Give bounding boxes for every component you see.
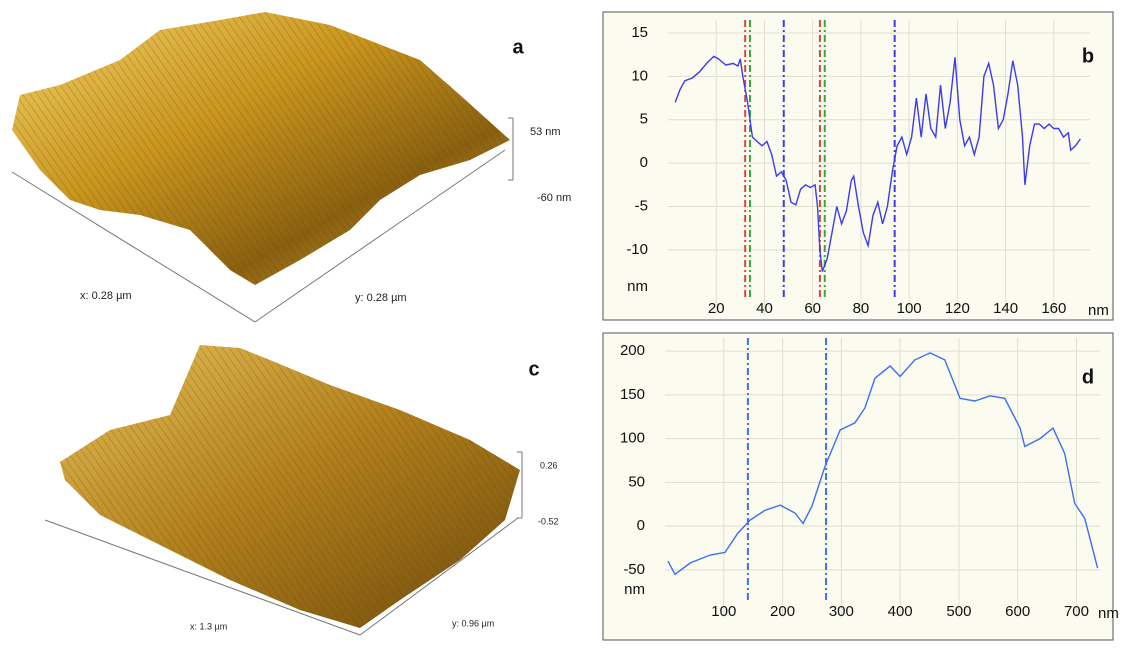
y-axis-label: nm (624, 581, 645, 598)
y-tick-label: 50 (628, 473, 645, 490)
y-tick-label: 100 (620, 430, 645, 447)
y-tick-label: -5 (635, 198, 648, 215)
panel-label: d (1082, 366, 1094, 388)
x-tick-label: 60 (804, 300, 821, 317)
y-tick-label: -10 (626, 241, 648, 258)
y-tick-label: 0 (640, 154, 648, 171)
panel-a-image (12, 12, 513, 322)
panel-label: b (1082, 45, 1094, 67)
surface-texture (60, 345, 520, 628)
y-tick-label: -50 (623, 561, 645, 578)
x-tick-label: 100 (711, 603, 736, 620)
y-tick-label: 5 (640, 111, 648, 128)
chart-frame (603, 12, 1113, 320)
x-tick-label: 100 (897, 300, 922, 317)
panel-label: c (528, 358, 539, 380)
x-tick-label: 140 (993, 300, 1018, 317)
x-tick-label: 20 (708, 300, 725, 317)
x-axis-label: nm (1098, 605, 1119, 622)
z-min-label: -0.52 (538, 516, 559, 526)
x-tick-label: 500 (946, 603, 971, 620)
x-size-label: x: 0.28 µm (80, 290, 132, 302)
x-tick-label: 700 (1064, 603, 1089, 620)
x-tick-label: 400 (888, 603, 913, 620)
z-min-label: -60 nm (537, 192, 571, 204)
z-max-label: 53 nm (530, 126, 561, 138)
x-size-label: x: 1.3 µm (190, 621, 227, 631)
y-tick-label: 150 (620, 386, 645, 403)
x-tick-label: 40 (756, 300, 773, 317)
x-tick-label: 300 (829, 603, 854, 620)
y-axis-label: nm (627, 278, 648, 295)
y-tick-label: 15 (631, 24, 648, 41)
panel-c-image (45, 345, 522, 635)
figure: a x: 0.28 µm y: 0.28 µm 53 nm -60 nm c x… (0, 0, 1124, 647)
surface-texture (12, 12, 510, 285)
y-tick-label: 200 (620, 342, 645, 359)
x-tick-label: 160 (1041, 300, 1066, 317)
z-max-label: 0.26 (540, 460, 558, 470)
y-tick-label: 10 (631, 67, 648, 84)
x-tick-label: 120 (945, 300, 970, 317)
y-size-label: y: 0.96 µm (452, 618, 494, 628)
chart-frame (603, 333, 1113, 640)
x-tick-label: 200 (770, 603, 795, 620)
x-tick-label: 600 (1005, 603, 1030, 620)
panel-label: a (512, 36, 524, 58)
x-axis-label: nm (1088, 302, 1109, 319)
y-tick-label: 0 (637, 517, 645, 534)
y-size-label: y: 0.28 µm (355, 292, 407, 304)
x-tick-label: 80 (853, 300, 870, 317)
